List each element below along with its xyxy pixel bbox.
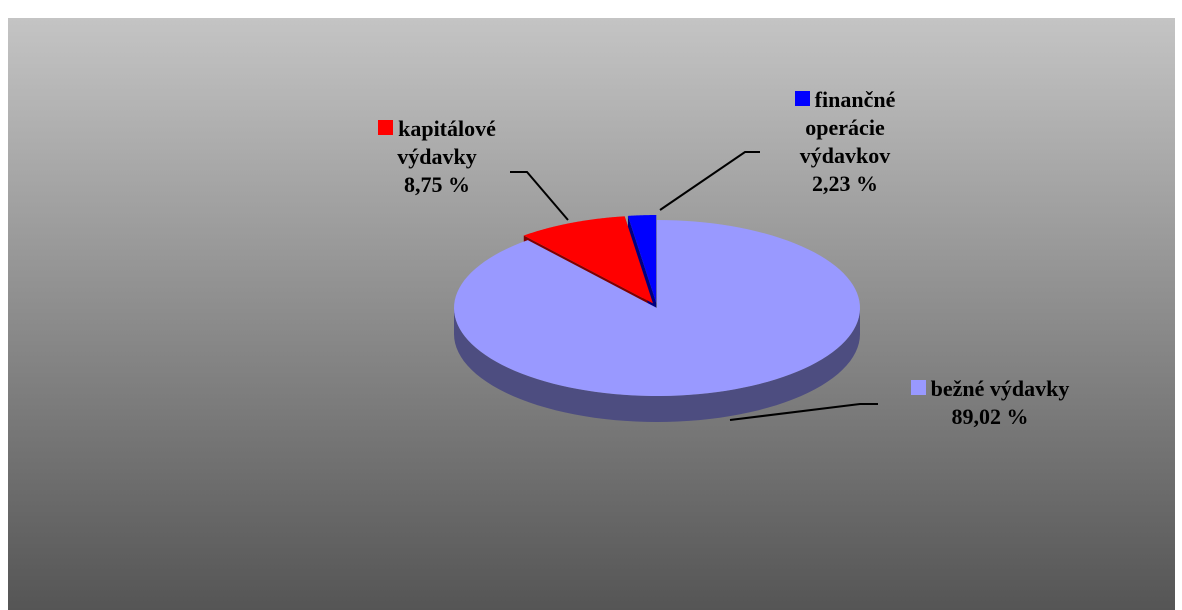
value-label: 2,23 %: [812, 171, 878, 196]
label-name: kapitálové výdavky: [352, 115, 522, 171]
label-name: finančné operácie výdavkov: [760, 86, 930, 170]
leader-line: [510, 171, 569, 221]
data-label: bežné výdavky 89,02 %: [880, 375, 1100, 431]
legend-label: bežné výdavky: [930, 376, 1070, 401]
value-label: 89,02 %: [951, 404, 1029, 429]
data-label: finančné operácie výdavkov 2,23 %: [760, 86, 930, 198]
slice: [454, 220, 860, 396]
leader-line: [729, 403, 878, 421]
legend-swatch: [378, 120, 394, 135]
label-name: bežné výdavky: [880, 375, 1100, 403]
slice-side: [454, 308, 860, 422]
leader-line: [659, 151, 760, 211]
slice: [523, 216, 653, 304]
legend-swatch: [910, 380, 926, 395]
legend-label: kapitálové výdavky: [397, 116, 496, 169]
legend-swatch: [794, 91, 810, 106]
data-label: kapitálové výdavky 8,75 %: [352, 115, 522, 199]
pie: [454, 215, 860, 422]
legend-label: finančné operácie výdavkov: [799, 87, 896, 168]
value-label: 8,75 %: [404, 172, 470, 197]
slice: [627, 215, 657, 304]
